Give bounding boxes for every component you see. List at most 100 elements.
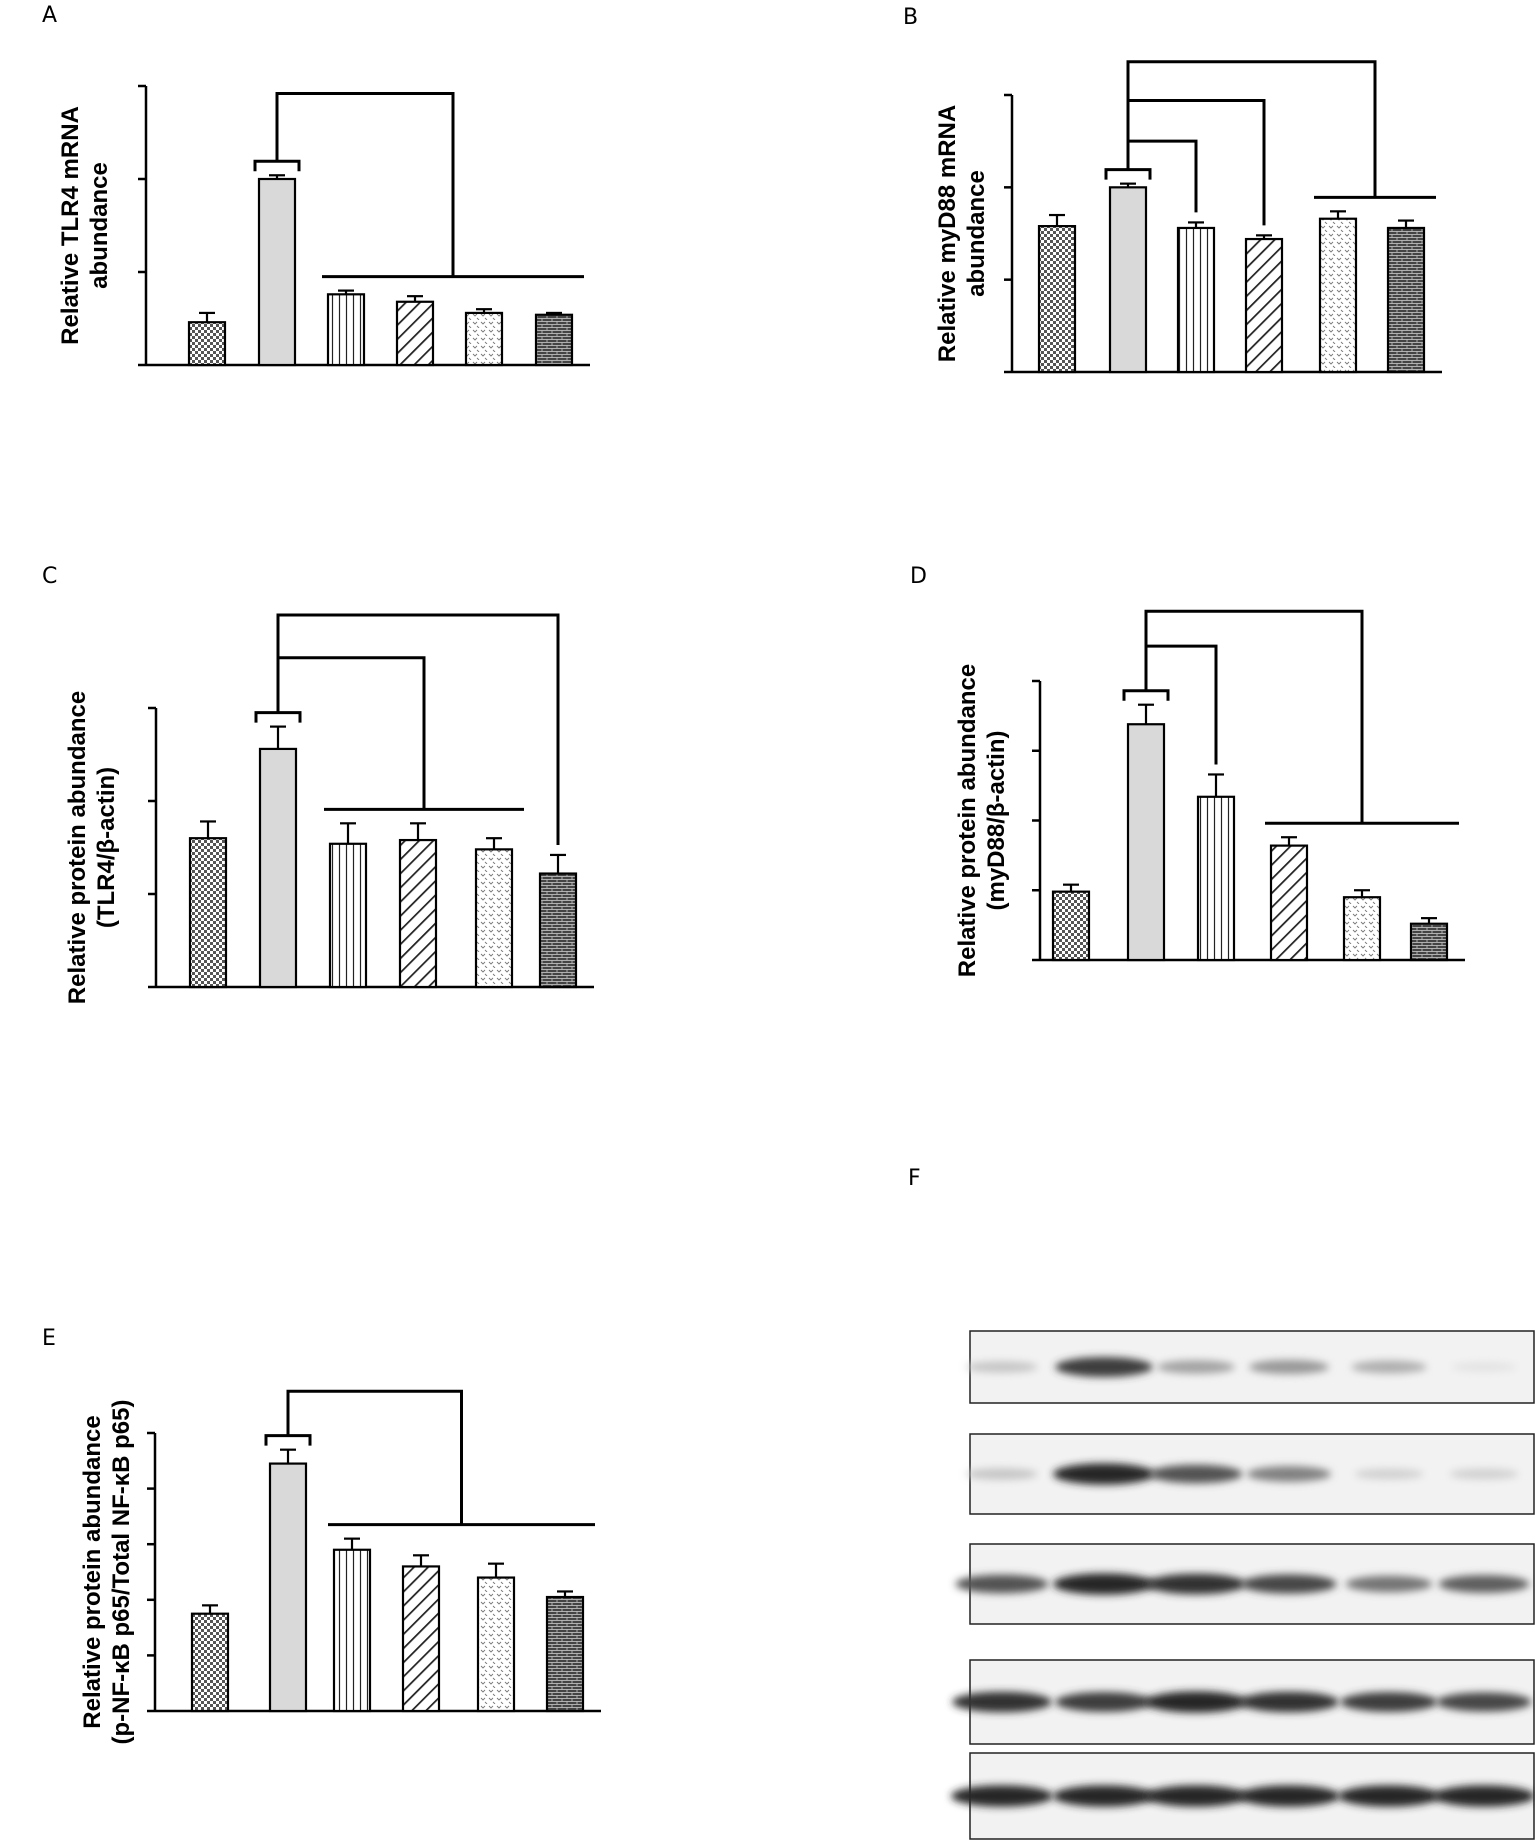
bar	[1386, 226, 1426, 374]
blot-row	[966, 1433, 1535, 1515]
y-axis-label-line: (myD88/β-actin)	[983, 730, 1010, 910]
significance-bracket	[1126, 60, 1377, 198]
bar	[1342, 896, 1382, 962]
blot-band	[1338, 1785, 1440, 1807]
blot-band	[966, 1468, 1038, 1480]
bracket-reference-cap	[264, 1434, 312, 1446]
y-axis-label-line: abundance	[86, 162, 113, 289]
bar	[1176, 226, 1216, 374]
blot-band	[966, 1361, 1038, 1373]
bar	[464, 311, 504, 367]
y-axis-label-line: Relative TLR4 mRNA	[57, 106, 84, 345]
blot-band	[1249, 1359, 1329, 1375]
blot-row	[955, 1543, 1535, 1625]
bar	[1244, 237, 1284, 374]
bar	[1196, 795, 1236, 962]
blot-band	[951, 1785, 1053, 1807]
bracket-reference-cap	[254, 711, 302, 723]
blot-band	[1157, 1360, 1235, 1374]
chart-panel-e: Relative protein abundance(p-NF-κB p65/T…	[79, 1389, 601, 1745]
blot-band	[1053, 1463, 1155, 1485]
bar	[395, 300, 435, 367]
y-axis-label-line: Relative protein abundance	[79, 1415, 106, 1728]
bar	[474, 848, 514, 989]
bar	[258, 747, 298, 989]
bar	[1051, 890, 1091, 962]
y-axis-label: Relative myD88 mRNAabundance	[934, 105, 990, 362]
blot-band	[1345, 1575, 1433, 1593]
panel-letter-d: D	[910, 564, 927, 589]
blot-band	[1436, 1692, 1532, 1712]
bracket-reference-cap	[253, 159, 301, 172]
chart-panel-d: Relative protein abundance(myD88/β-actin…	[954, 609, 1465, 977]
bar	[1108, 186, 1148, 374]
significance-bracket	[286, 1389, 463, 1525]
blot-band	[1241, 1574, 1337, 1594]
blot-row	[966, 1330, 1535, 1404]
blot-band	[952, 1691, 1052, 1713]
bar	[401, 1565, 441, 1713]
bar	[257, 177, 297, 367]
blot-band	[1239, 1691, 1339, 1713]
y-axis-label-line: Relative myD88 mRNA	[934, 105, 961, 362]
blot-band	[1055, 1357, 1153, 1377]
bar-charts: Relative TLR4 mRNAabundance Relative myD8…	[57, 60, 1465, 1745]
significance-bracket	[276, 656, 426, 810]
blot-band	[1149, 1464, 1243, 1484]
blot-band	[1055, 1692, 1153, 1712]
bar	[332, 1548, 372, 1713]
blot-band	[1433, 1785, 1535, 1807]
significance-bracket	[276, 613, 560, 845]
bar	[538, 872, 578, 989]
y-axis-label-line: (p-NF-κB p65/Total NF-κB p65)	[108, 1400, 135, 1745]
bar	[534, 313, 574, 367]
blot-band	[1351, 1360, 1427, 1374]
bar	[398, 838, 438, 989]
blot-row	[952, 1659, 1535, 1745]
blot-band	[1340, 1692, 1438, 1712]
blot-band	[1053, 1573, 1155, 1595]
y-axis-label: Relative protein abundance(myD88/β-actin…	[954, 664, 1010, 977]
bar	[1318, 217, 1358, 374]
bar	[545, 1595, 585, 1713]
blot-band	[1438, 1575, 1530, 1593]
y-axis-label: Relative protein abundance(TLR4/β-actin)	[64, 691, 120, 1004]
y-axis-label-line: (TLR4/β-actin)	[93, 767, 120, 928]
blot-band	[1053, 1785, 1155, 1807]
bar	[1126, 723, 1166, 962]
bar	[1269, 844, 1309, 962]
bar	[328, 842, 368, 989]
blot-band	[1238, 1785, 1340, 1807]
blot-band	[1145, 1691, 1247, 1713]
y-axis-label-line: abundance	[963, 170, 990, 297]
blot-band	[1449, 1468, 1519, 1480]
bracket-reference-cap	[1104, 168, 1152, 180]
panel-letter-f: F	[908, 1166, 921, 1191]
chart-panel-a: Relative TLR4 mRNAabundance	[57, 84, 590, 367]
blot-band	[1146, 1573, 1246, 1595]
y-axis-label: Relative protein abundance(p-NF-κB p65/T…	[79, 1400, 135, 1745]
panel-letter-b: B	[903, 5, 918, 30]
significance-bracket	[275, 91, 455, 277]
panel-letter-a: A	[42, 3, 57, 28]
panel-letter-e: E	[42, 1326, 56, 1351]
bar	[326, 293, 366, 367]
bracket-reference-cap	[1122, 689, 1170, 701]
significance-bracket	[1144, 609, 1364, 824]
bar	[1409, 922, 1449, 962]
western-blot-panel	[951, 1330, 1535, 1840]
blot-band	[1246, 1466, 1332, 1482]
bar	[1037, 225, 1077, 374]
bar	[268, 1462, 308, 1713]
bar	[188, 837, 228, 989]
y-axis-label-line: Relative protein abundance	[64, 691, 91, 1004]
chart-panel-b: Relative myD88 mRNAabundance	[934, 60, 1442, 374]
panel-letter-c: C	[42, 564, 57, 589]
bar	[187, 321, 227, 367]
blot-band	[1451, 1362, 1517, 1372]
blot-band	[955, 1574, 1049, 1594]
blot-band	[1354, 1468, 1424, 1480]
blot-band	[1145, 1785, 1247, 1807]
bar	[190, 1612, 230, 1713]
